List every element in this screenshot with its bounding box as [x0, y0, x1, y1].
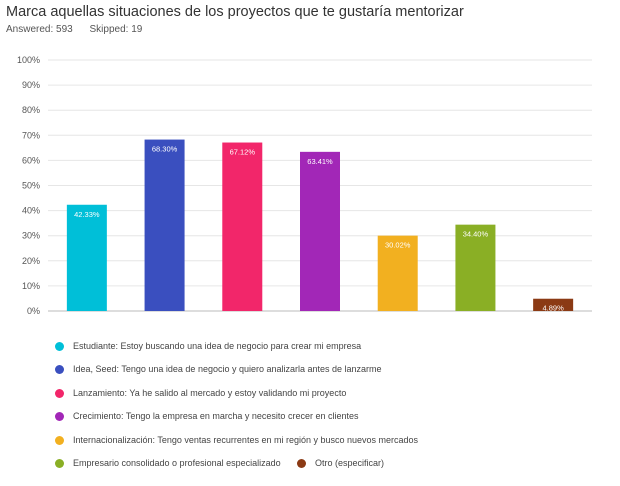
legend-entry: Empresario consolidado o profesional esp… — [55, 458, 281, 468]
bar — [300, 151, 340, 311]
y-tick-label: 30% — [22, 231, 40, 241]
y-tick-label: 60% — [22, 155, 40, 165]
legend-swatch — [55, 411, 64, 421]
legend-entry: Lanzamiento: Ya he salido al mercado y e… — [55, 388, 346, 398]
chart-title: Marca aquellas situaciones de los proyec… — [6, 4, 464, 20]
y-tick-label: 0% — [27, 306, 40, 316]
legend-label: Otro (especificar) — [315, 458, 385, 468]
y-tick-label: 100% — [17, 55, 40, 65]
answered-count: Answered: 593 — [6, 24, 73, 35]
y-tick-label: 80% — [22, 105, 40, 115]
bar-value-label: 68.30% — [152, 145, 178, 154]
y-tick-label: 50% — [22, 181, 40, 191]
legend-label: Lanzamiento: Ya he salido al mercado y e… — [73, 388, 347, 398]
legend-swatch — [297, 458, 306, 468]
y-tick-label: 90% — [22, 80, 40, 90]
legend-entry: Internacionalización: Tengo ventas recur… — [55, 435, 418, 445]
y-tick-label: 40% — [22, 206, 40, 216]
bar-value-label: 4.89% — [543, 304, 565, 313]
bar-value-label: 67.12% — [230, 148, 256, 157]
bar — [455, 224, 496, 311]
legend-label: Internacionalización: Tengo ventas recur… — [73, 435, 419, 445]
legend-entry: Crecimiento: Tengo la empresa en marcha … — [55, 411, 358, 421]
bar — [66, 204, 107, 311]
legend-entry: Otro (especificar) — [297, 458, 384, 468]
legend-swatch — [55, 435, 64, 445]
bar-value-label: 42.33% — [74, 210, 100, 219]
legend-label: Estudiante: Estoy buscando una idea de n… — [73, 341, 362, 351]
legend-swatch — [55, 364, 64, 374]
legend-swatch — [55, 388, 64, 398]
y-tick-label: 10% — [22, 281, 40, 291]
legend-swatch — [55, 341, 64, 351]
legend-entry: Estudiante: Estoy buscando una idea de n… — [55, 341, 361, 351]
bar-value-label: 30.02% — [385, 241, 411, 250]
bar — [144, 139, 185, 311]
bar-value-label: 34.40% — [463, 230, 489, 239]
legend-swatch — [55, 458, 64, 468]
bar — [222, 142, 263, 311]
response-stats: Answered: 593 Skipped: 19 — [6, 24, 156, 35]
bar-chart: 0% 10% 20% 30% 40% 50% 60% 70% 80% 90% 100% 42.33% 6… — [17, 55, 592, 316]
skipped-count: Skipped: 19 — [89, 24, 143, 35]
bar-value-label: 63.41% — [307, 157, 333, 166]
y-tick-label: 70% — [22, 130, 40, 140]
legend-entry: Idea, Seed: Tengo una idea de negocio y … — [55, 364, 382, 374]
bar — [533, 298, 574, 311]
y-tick-label: 20% — [22, 256, 40, 266]
legend-label: Idea, Seed: Tengo una idea de negocio y … — [73, 364, 382, 374]
bar — [377, 235, 418, 311]
legend-label: Crecimiento: Tengo la empresa en marcha … — [73, 411, 359, 421]
legend-label: Empresario consolidado o profesional esp… — [73, 458, 281, 468]
